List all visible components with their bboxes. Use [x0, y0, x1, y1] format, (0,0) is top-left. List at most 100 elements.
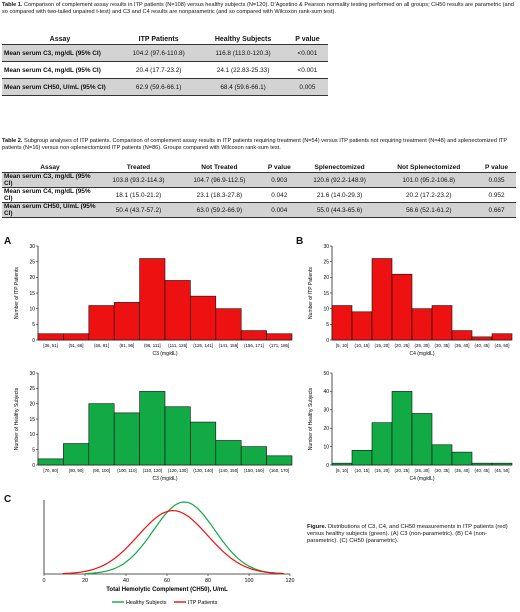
y-tick-label: 5 [32, 322, 35, 328]
table-cell: 20.4 (17.7-23.2) [118, 61, 200, 79]
x-tick-label: (30, 35] [435, 343, 450, 348]
table2-header: Splenectomized [298, 163, 381, 173]
figure-caption-text: Distributions of C3, C4, and CH50 measur… [307, 524, 508, 544]
table-cell: <0.001 [286, 61, 328, 79]
histogram-bar [37, 333, 64, 341]
table1-caption-text: Comparison of complement assay results i… [2, 2, 514, 15]
x-tick-label: (66, 81] [94, 343, 109, 348]
histogram-bar [63, 333, 90, 341]
histogram-bar [491, 333, 513, 341]
table-cell: 18.1 (15.0-21.2) [98, 187, 179, 203]
table-row: Mean serum C4, mg/dL (95% CI) 20.4 (17.7… [2, 61, 328, 79]
x-tick-label: 80 [205, 578, 211, 584]
x-axis-title: C3 (mg/dL) [152, 476, 177, 482]
figure-caption-label: Figure. [307, 524, 327, 530]
table-cell: 56.6 (52.1-61.2) [380, 202, 478, 218]
histogram-c3-healthy: 0 5 10 15 20 25 30 [70, 80] (80, 90] (90, 100] (10… [14, 371, 293, 482]
table-cell: 120.6 (92.2-148.9) [298, 172, 381, 188]
histogram-bar [164, 406, 191, 466]
histogram-bar [215, 308, 242, 341]
panel-label-c: C [4, 494, 12, 505]
table-cell: 0.667 [477, 202, 516, 218]
x-tick-label: (96, 111] [144, 343, 161, 348]
x-tick-label: (30, 35] [435, 468, 450, 473]
y-tick-label: 30 [29, 244, 35, 250]
histogram-bar [391, 273, 413, 341]
histogram-bar [37, 458, 64, 466]
table2-caption-text: Subgroup analyses of ITP patients. Compa… [2, 138, 508, 151]
x-tick-label: [5, 10] [336, 468, 348, 473]
table-cell: 68.4 (59.6-66.1) [199, 78, 287, 96]
histogram-bar [63, 443, 90, 466]
y-tick-label: 10 [323, 444, 329, 450]
x-tick-label: (15, 20] [375, 468, 390, 473]
y-tick-label: 25 [29, 259, 35, 265]
table-row: Mean serum CH50, U/mL (95% CI) 50.4 (43.… [2, 202, 516, 218]
x-tick-label: (80, 90] [69, 468, 84, 473]
x-tick-label: (20, 25] [395, 343, 410, 348]
x-tick-label: (45, 50] [495, 343, 510, 348]
panel-label-a: A [4, 236, 12, 247]
y-tick-label: 20 [29, 275, 35, 281]
table2-header: Assay [2, 163, 98, 173]
x-tick-label: (45, 50] [495, 468, 510, 473]
histogram-bar [266, 455, 293, 466]
table2-header: P value [259, 163, 299, 173]
x-tick-label: (81, 96] [119, 343, 134, 348]
table-cell: 0.903 [259, 172, 299, 188]
table-cell: 103.8 (93.2-114.3) [98, 172, 179, 188]
histogram-bar [431, 444, 453, 466]
table-cell: 50.4 (43.7-57.2) [98, 202, 179, 218]
curve-healthy [84, 501, 284, 575]
table1-header: Healthy Subjects [199, 34, 287, 45]
table1-caption-label: Table 1. [2, 2, 23, 8]
y-tick-label: 20 [323, 275, 329, 281]
table-cell: 0.035 [477, 172, 516, 188]
y-axis-title: Number of Healthy Subjects [308, 387, 314, 450]
table-cell: 23.1 (18.3-27.8) [178, 187, 260, 203]
histogram-c4-itp: 0 5 10 15 20 25 30 [5, 10] (10, 15] (15, 20] (20, … [308, 244, 513, 357]
x-axis-title: C4 (mg/dL) [409, 476, 434, 482]
x-tick-label: (100, 110] [117, 468, 136, 473]
histogram-bar [471, 336, 493, 341]
table-cell: 0.005 [286, 78, 328, 96]
x-tick-label: (15, 20] [375, 343, 390, 348]
histogram-bar [88, 305, 115, 341]
histogram-bar [240, 446, 267, 466]
y-axis-title: Number of Healthy Subjects [14, 387, 20, 450]
histogram-bar [331, 462, 353, 466]
table-cell: Mean serum C4, mg/dL (95% CI) [2, 61, 118, 79]
histogram-bar [411, 413, 433, 466]
histogram-bar [113, 302, 140, 341]
x-tick-label: 40 [123, 578, 129, 584]
x-axis-title: C3 (mg/dL) [152, 351, 177, 357]
histogram-bar [451, 451, 473, 466]
table-cell: 55.0 (44.3-65.6) [298, 202, 381, 218]
histogram-c3-itp: 0 5 10 15 20 25 30 [36, 51] (51, 66] (66, 81] (81,… [14, 244, 293, 357]
table-cell: <0.001 [286, 44, 328, 62]
y-tick-label: 5 [326, 322, 329, 328]
x-tick-label: (150, 160] [244, 468, 264, 473]
legend-label: Healthy Subjects [126, 600, 167, 606]
histogram-bar [266, 333, 293, 341]
table-cell: 0.004 [259, 202, 299, 218]
histogram-bar [88, 403, 115, 466]
figure-caption: Figure. Distributions of C3, C4, and CH5… [307, 524, 513, 545]
x-tick-label: (141, 156] [219, 343, 239, 348]
histogram-bar [411, 308, 433, 341]
histogram-bar [139, 391, 166, 466]
table-row: Mean serum CH50, U/mL (95% CI) 62.9 (59.… [2, 78, 328, 96]
histogram-bar [371, 422, 393, 466]
x-tick-label: [36, 51] [43, 343, 58, 348]
table-cell: Mean serum CH50, U/mL (95% CI) [2, 78, 118, 96]
y-axis-title: Number of ITP Patients [14, 267, 20, 319]
x-tick-label: 20 [82, 578, 88, 584]
table-cell: Mean serum C3, mg/dL (95% CI) [2, 44, 118, 62]
x-tick-label: (35, 40] [455, 468, 470, 473]
x-tick-label: (40, 45] [475, 343, 490, 348]
x-tick-label: 60 [164, 578, 170, 584]
table-row: Mean serum C4, mg/dL (95% CI) 18.1 (15.0… [2, 187, 516, 203]
table-cell: 104.7 (96.9-112.5) [178, 172, 260, 188]
x-tick-label: (51, 66] [69, 343, 84, 348]
table-cell: 62.9 (59.6-66.1) [118, 78, 200, 96]
